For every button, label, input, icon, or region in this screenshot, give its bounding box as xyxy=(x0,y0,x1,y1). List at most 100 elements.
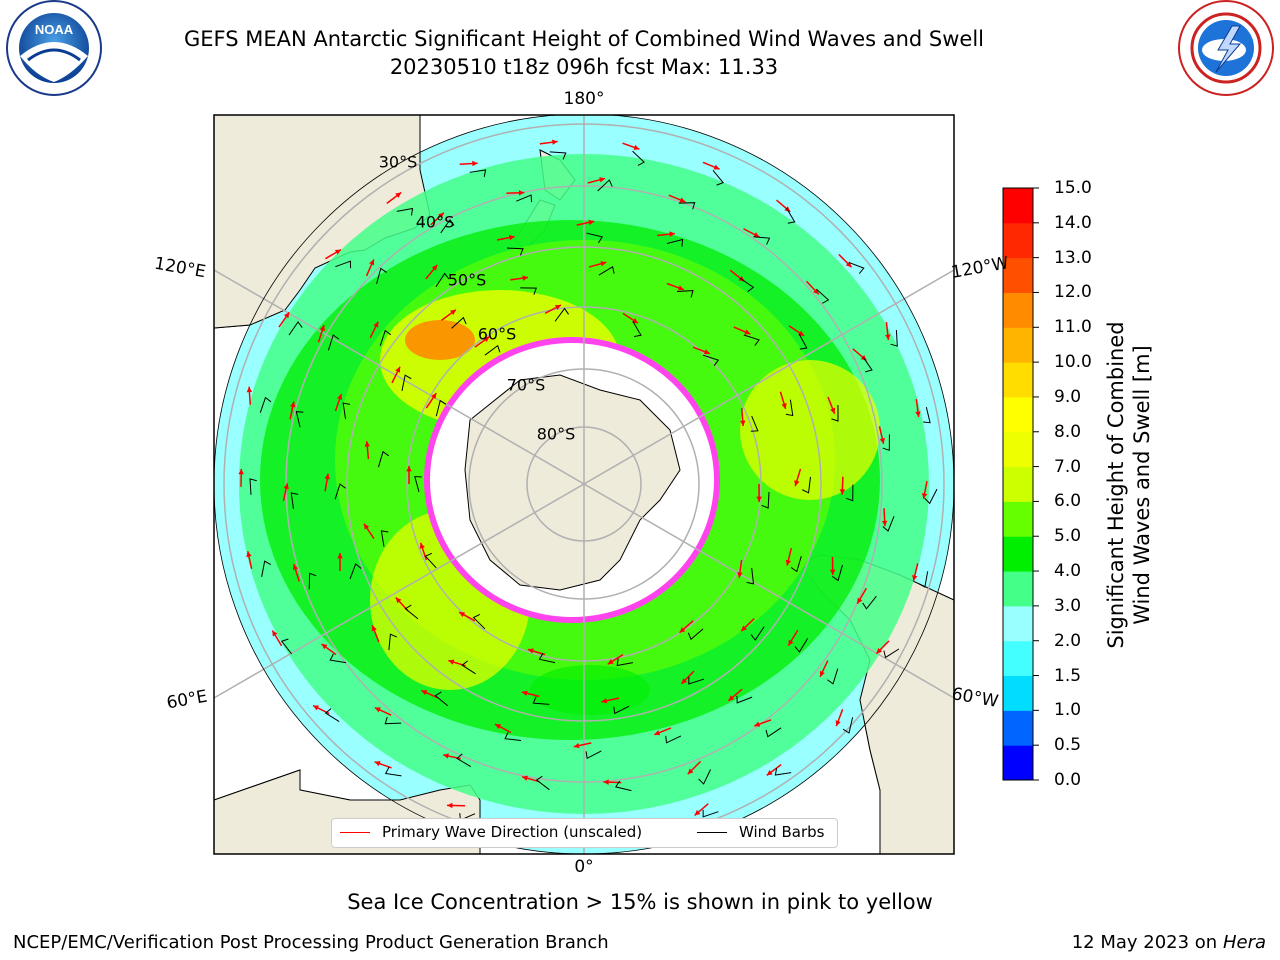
wind-barb xyxy=(456,753,471,768)
wave-direction-arrowhead xyxy=(527,648,534,654)
wind-barb xyxy=(676,290,694,298)
wave-direction-arrowhead xyxy=(522,275,529,281)
colorbar-tick-label: 13.0 xyxy=(1054,247,1092,268)
wave-direction-arrowhead xyxy=(881,520,888,527)
wind-barb xyxy=(786,207,796,224)
wave-direction-arrowhead xyxy=(406,466,412,472)
wave-direction-arrowhead xyxy=(573,742,580,749)
lon-label-180: 180° xyxy=(563,89,605,109)
wind-barb xyxy=(259,396,272,413)
wind-barb xyxy=(597,179,613,192)
wave-direction-arrowhead xyxy=(607,659,614,665)
colorbar-band xyxy=(1003,362,1033,398)
wave-direction-arrowhead xyxy=(518,190,525,196)
wind-barb xyxy=(702,354,720,367)
wind-barb xyxy=(261,560,271,577)
wind-barb xyxy=(666,238,684,247)
wind-barb xyxy=(842,717,854,734)
wind-barb xyxy=(472,613,486,630)
wind-barb xyxy=(632,321,642,338)
wind-barb xyxy=(384,716,402,725)
wave-direction-arrowhead xyxy=(857,597,863,604)
wave-direction-legend-line xyxy=(340,832,370,833)
wind-barb xyxy=(632,150,645,166)
wave-direction-arrowhead xyxy=(431,393,437,400)
lon-label-0: 0° xyxy=(574,857,594,877)
wind-barb xyxy=(461,660,476,675)
colorbar-band xyxy=(1003,222,1033,259)
wave-direction-arrowhead xyxy=(552,139,558,145)
wind-barb xyxy=(831,405,839,422)
colorbar-band xyxy=(1003,640,1033,677)
wind-barb xyxy=(516,194,533,203)
wave-direction-arrowhead xyxy=(246,386,253,393)
wave-direction-arrowhead xyxy=(373,321,379,328)
wind-barb xyxy=(327,334,340,351)
colorbar-tick-label: 1.0 xyxy=(1054,700,1082,721)
wave-direction-arrowhead xyxy=(438,212,444,219)
colorbar-tick-label: 7.0 xyxy=(1054,456,1082,477)
wind-barb xyxy=(739,277,755,292)
wind-barb xyxy=(535,775,550,791)
wind-barb xyxy=(924,488,938,505)
colorbar-tick-label: 0.5 xyxy=(1054,735,1082,756)
wave-direction-arrowhead xyxy=(522,775,528,781)
colorbar-tick-label: 11.0 xyxy=(1054,317,1092,338)
wind-barb xyxy=(774,768,792,776)
wave-direction-arrowhead xyxy=(669,231,675,237)
colorbar-tick-label: 2.0 xyxy=(1054,630,1082,651)
lat-label-60s: 60°S xyxy=(477,324,517,344)
wave-direction-arrowhead xyxy=(395,192,402,198)
colorbar-tick-label: 8.0 xyxy=(1054,421,1082,442)
wind-barb xyxy=(538,653,556,664)
wind-barb xyxy=(554,307,569,322)
colorbar-band xyxy=(1003,745,1033,781)
wave-direction-arrowhead xyxy=(369,259,375,266)
wave-direction-arrowhead xyxy=(292,564,299,571)
wave-direction-arrowhead xyxy=(754,721,761,727)
wind-barb-legend-label: Wind Barbs xyxy=(739,823,825,841)
wave-direction-arrowhead xyxy=(677,285,684,291)
wave-direction-arrowhead xyxy=(713,164,720,170)
noaa-logo: NOAA xyxy=(6,0,102,96)
wind-barb xyxy=(469,169,487,177)
wind-barb xyxy=(295,411,304,428)
wave-direction-arrowhead xyxy=(472,160,478,167)
wind-barb xyxy=(504,732,522,741)
wave-direction-arrowhead xyxy=(447,802,453,809)
wind-barb xyxy=(280,638,293,655)
wave-direction-arrowhead xyxy=(785,559,792,566)
colorbar-title: Significant Height of Combined Wind Wave… xyxy=(1103,285,1155,685)
wind-barb xyxy=(761,491,770,509)
wave-direction-arrowhead xyxy=(912,574,918,581)
wind-barb xyxy=(665,735,682,744)
colorbar-band xyxy=(1003,292,1033,328)
colorbar-tick-label: 3.0 xyxy=(1054,595,1082,616)
wind-barb xyxy=(484,344,501,356)
wave-direction-arrowhead xyxy=(741,625,747,632)
colorbar-band xyxy=(1003,675,1033,711)
wind-barb xyxy=(290,492,299,509)
wave-direction-arrowhead xyxy=(443,753,449,759)
wave-direction-arrowhead xyxy=(703,349,710,355)
colorbar-tick-label: 1.5 xyxy=(1054,665,1082,686)
wave-direction-arrowhead xyxy=(600,261,607,267)
wind-barb xyxy=(349,563,362,580)
wave-direction-arrowhead xyxy=(374,707,381,713)
wind-barb xyxy=(342,402,351,420)
wind-barb xyxy=(702,809,719,818)
wave-direction-arrowhead xyxy=(601,698,608,704)
wind-barb xyxy=(414,476,422,493)
wind-barb xyxy=(586,232,604,244)
wind-barb xyxy=(520,287,537,295)
colorbar-band xyxy=(1003,257,1033,293)
wind-barb xyxy=(862,356,873,373)
colorbar-title-line2: Wind Waves and Swell [m] xyxy=(1130,345,1154,625)
colorbar-tick-label: 4.0 xyxy=(1054,561,1082,582)
wind-barb xyxy=(404,604,419,620)
wind-barb xyxy=(334,483,346,500)
wave-direction-arrowhead xyxy=(421,690,428,696)
wave-direction-arrowhead xyxy=(915,411,921,418)
wind-barb xyxy=(249,478,257,495)
